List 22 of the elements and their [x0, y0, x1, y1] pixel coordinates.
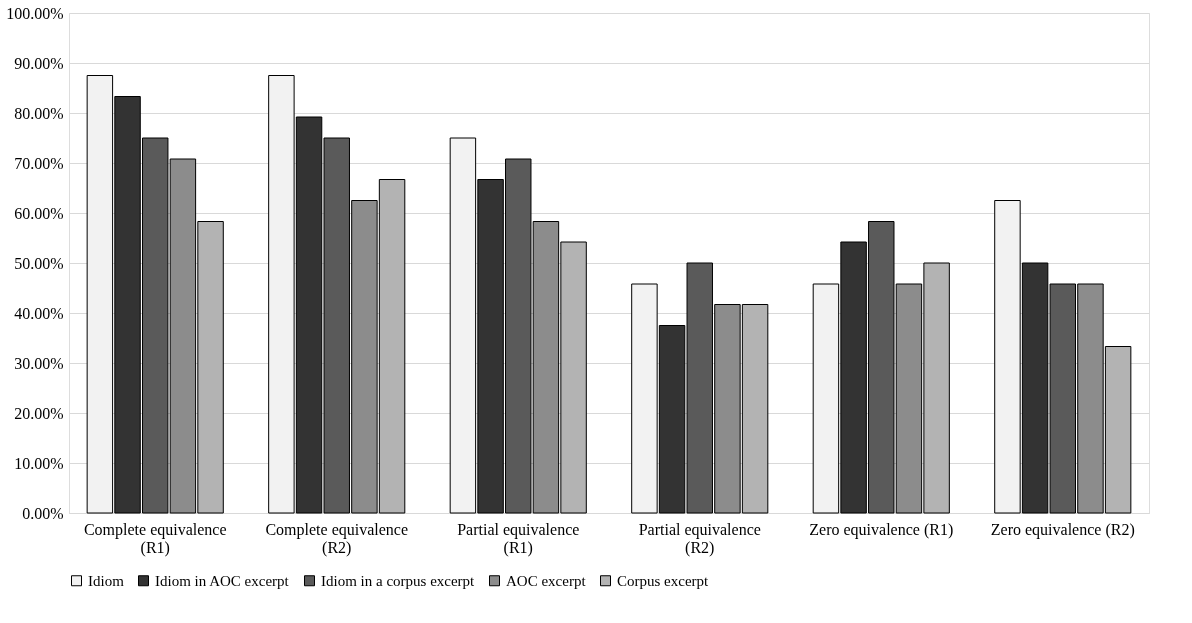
- x-tick-label: Complete equivalence (R1): [83, 520, 227, 557]
- x-tick-label: Complete equivalence (R2): [265, 520, 409, 557]
- y-tick-label: 20.00%: [14, 404, 64, 422]
- x-tick-label: Partial equivalence (R2): [638, 520, 761, 557]
- y-tick-label: 10.00%: [14, 454, 64, 472]
- y-tick-label: 0.00%: [22, 504, 64, 522]
- legend-label: Idiom: [88, 572, 125, 589]
- y-tick-label: 30.00%: [14, 354, 64, 372]
- x-tick-label: Zero equivalence (R2): [990, 520, 1135, 539]
- y-tick-label: 50.00%: [14, 254, 64, 272]
- y-tick-label: 80.00%: [14, 104, 64, 122]
- x-tick-label: Zero equivalence (R1): [809, 520, 954, 539]
- y-tick-label: 60.00%: [14, 204, 64, 222]
- y-tick-label: 100.00%: [6, 4, 64, 22]
- y-tick-label: 90.00%: [14, 54, 64, 72]
- y-tick-label: 40.00%: [14, 304, 64, 322]
- legend-label: Idiom in AOC excerpt: [155, 572, 290, 589]
- legend-label: Corpus excerpt: [617, 572, 710, 589]
- legend-label: Idiom in a corpus excerpt: [321, 572, 476, 589]
- y-tick-label: 70.00%: [14, 154, 64, 172]
- legend-label: AOC excerpt: [506, 572, 587, 589]
- x-tick-label: Partial equivalence (R1): [457, 520, 580, 557]
